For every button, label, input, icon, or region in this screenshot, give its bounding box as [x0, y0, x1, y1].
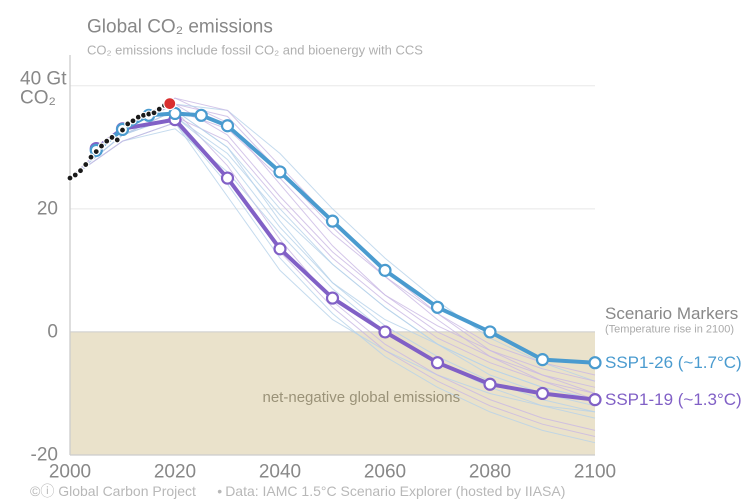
ssp26-marker [485, 326, 496, 337]
x-tick-label: 2060 [364, 462, 406, 483]
historical-marker [72, 172, 78, 178]
ssp26-marker [537, 354, 548, 365]
ssp19-marker [327, 293, 338, 304]
ssp19-marker [590, 394, 601, 405]
svg-text:•: • [217, 483, 222, 499]
legend-ssp26: SSP1-26 (~1.7°C) [605, 353, 742, 372]
y-tick-label: 20 [37, 198, 58, 219]
legend-ssp19: SSP1-19 (~1.3°C) [605, 390, 742, 409]
ssp26-marker [275, 166, 286, 177]
y-tick-label: 0 [47, 321, 58, 342]
x-tick-label: 2080 [469, 462, 511, 483]
ssp26-marker [196, 110, 207, 121]
historical-marker [88, 154, 94, 160]
historical-marker [120, 127, 126, 133]
legend-header: Scenario Markers [605, 304, 738, 323]
ssp19-marker [275, 243, 286, 254]
ssp19-marker [380, 326, 391, 337]
svg-text:Data: IAMC 1.5°C Scenario Expl: Data: IAMC 1.5°C Scenario Explorer (host… [225, 483, 565, 499]
ssp19-marker [537, 388, 548, 399]
historical-marker [114, 137, 120, 143]
historical-marker [78, 168, 84, 174]
ssp19-marker [432, 357, 443, 368]
x-tick-label: 2020 [154, 462, 196, 483]
ssp26-marker [590, 357, 601, 368]
chart-container: 200020202040206020802100200-2040 Gt CO₂G… [0, 0, 754, 503]
y-tick-40-label-b: CO₂ [20, 87, 56, 108]
y-tick-label: -20 [31, 445, 58, 466]
credit-line: ©ⓘ Global Carbon Project • Data: IAMC 1.… [30, 483, 565, 499]
chart-title: Global CO₂ emissions [87, 17, 273, 38]
negative-label: net-negative global emissions [263, 389, 461, 406]
ssp26-marker [222, 120, 233, 131]
historical-marker [99, 143, 105, 149]
chart-subtitle: CO₂ emissions include fossil CO₂ and bio… [87, 43, 423, 58]
ssp26-marker [380, 265, 391, 276]
historical-marker [83, 162, 89, 168]
historical-marker [93, 149, 99, 155]
y-tick-40-label-a: 40 Gt [20, 68, 67, 89]
chart-svg: 200020202040206020802100200-2040 Gt CO₂G… [0, 0, 754, 503]
legend-sub: (Temperature rise in 2100) [605, 323, 734, 335]
ssp26-marker [432, 302, 443, 313]
x-tick-label: 2100 [574, 462, 616, 483]
ssp26-marker [327, 216, 338, 227]
historical-marker [164, 98, 176, 110]
ssp19-marker [485, 379, 496, 390]
svg-text:©ⓘ Global Carbon Project: ©ⓘ Global Carbon Project [30, 483, 196, 499]
ssp19-marker [222, 173, 233, 184]
x-tick-label: 2040 [259, 462, 301, 483]
